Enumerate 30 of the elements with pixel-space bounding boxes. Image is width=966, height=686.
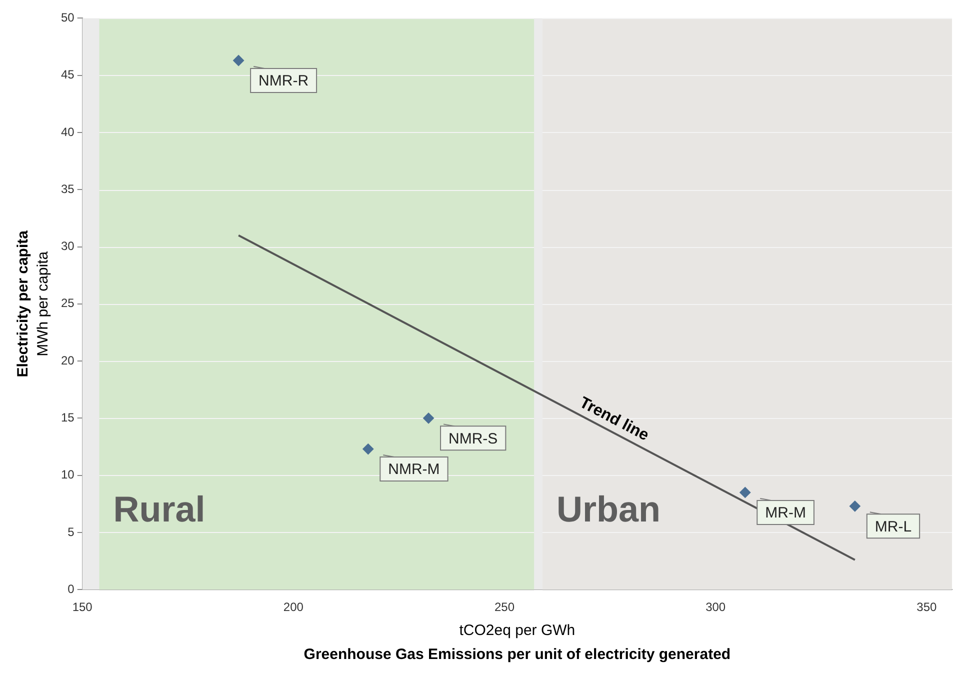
annotation: NMR-M [388,461,440,478]
y-tick-label: 50 [60,10,75,25]
annotation: NMR-S [448,430,498,448]
y-tick-label: 5 [68,524,75,539]
point [233,54,244,66]
x-axis-title: tCO2eq per GWh Greenhouse Gas Emissions per unit of electricity generated [304,622,731,664]
band-label: Urban [556,488,661,530]
y-axis-title: Electricity per capita MWh per capita [14,230,52,378]
x-tick-label: 200 [283,600,304,614]
y-tick-label: 25 [60,296,75,310]
point [740,486,751,498]
y-tick-label: 15 [60,410,75,424]
x-tick-label: 250 [494,600,515,614]
y-tick-label: 0 [68,582,75,596]
y-tick-label: 30 [60,239,75,254]
point [362,444,374,455]
y-tick-label: 35 [60,182,75,196]
x-tick-label: 300 [706,600,726,614]
point [423,412,434,424]
y-tick-label: 40 [60,124,75,139]
band-label: Rural [113,488,206,530]
y-tick-label: 45 [60,68,75,82]
x-tick-label: 350 [916,600,937,614]
y-tick-label: 10 [60,468,75,482]
annotation: NMR-R [258,72,309,90]
y-tick-label: 20 [60,353,75,368]
point [849,500,860,512]
annotation: MR-L [874,518,912,536]
annotation: MR-M [765,504,806,522]
x-tick-label: 150 [72,600,93,614]
